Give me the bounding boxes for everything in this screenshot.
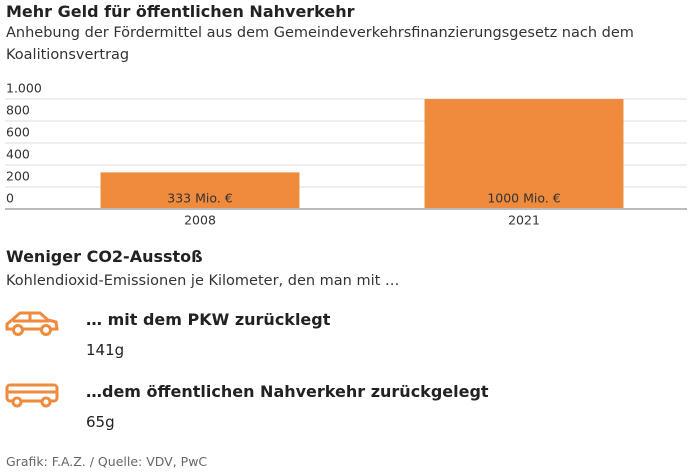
x-tick-label: 2008 <box>184 213 216 228</box>
section-title: Weniger CO2-Ausstoß <box>6 247 203 266</box>
y-tick-label: 800 <box>6 103 30 118</box>
bar <box>424 99 624 209</box>
chart-subtitle: Anhebung der Fördermittel aus dem Gemein… <box>6 25 634 63</box>
y-tick-label: 600 <box>6 125 30 140</box>
y-tick-label: 0 <box>6 191 14 206</box>
chart-title: Mehr Geld für öffentlichen Nahverkehr <box>6 2 355 21</box>
y-tick-label: 200 <box>6 169 30 184</box>
x-tick-label: 2021 <box>508 213 540 228</box>
chart: 0 200 400 600 800 1.000 333 Mio. € 2008 1000 Mio… <box>5 81 687 228</box>
item-value: 65g <box>86 413 115 431</box>
value-label: 333 Mio. € <box>167 191 232 206</box>
item-label: … mit dem PKW zurücklegt <box>86 310 331 329</box>
item-label: …dem öffentlichen Nahverkehr zurückgeleg… <box>86 382 489 401</box>
y-tick-label: 1.000 <box>6 81 42 96</box>
bus-icon <box>5 383 59 408</box>
section-subtitle: Kohlendioxid-Emissionen je Kilometer, de… <box>6 273 400 289</box>
footer: Grafik: F.A.Z. / Quelle: VDV, PwC <box>6 454 208 469</box>
value-label: 1000 Mio. € <box>487 191 560 206</box>
item-value: 141g <box>86 341 125 359</box>
bar <box>100 172 300 209</box>
car-icon <box>5 311 59 336</box>
y-tick-label: 400 <box>6 147 30 162</box>
